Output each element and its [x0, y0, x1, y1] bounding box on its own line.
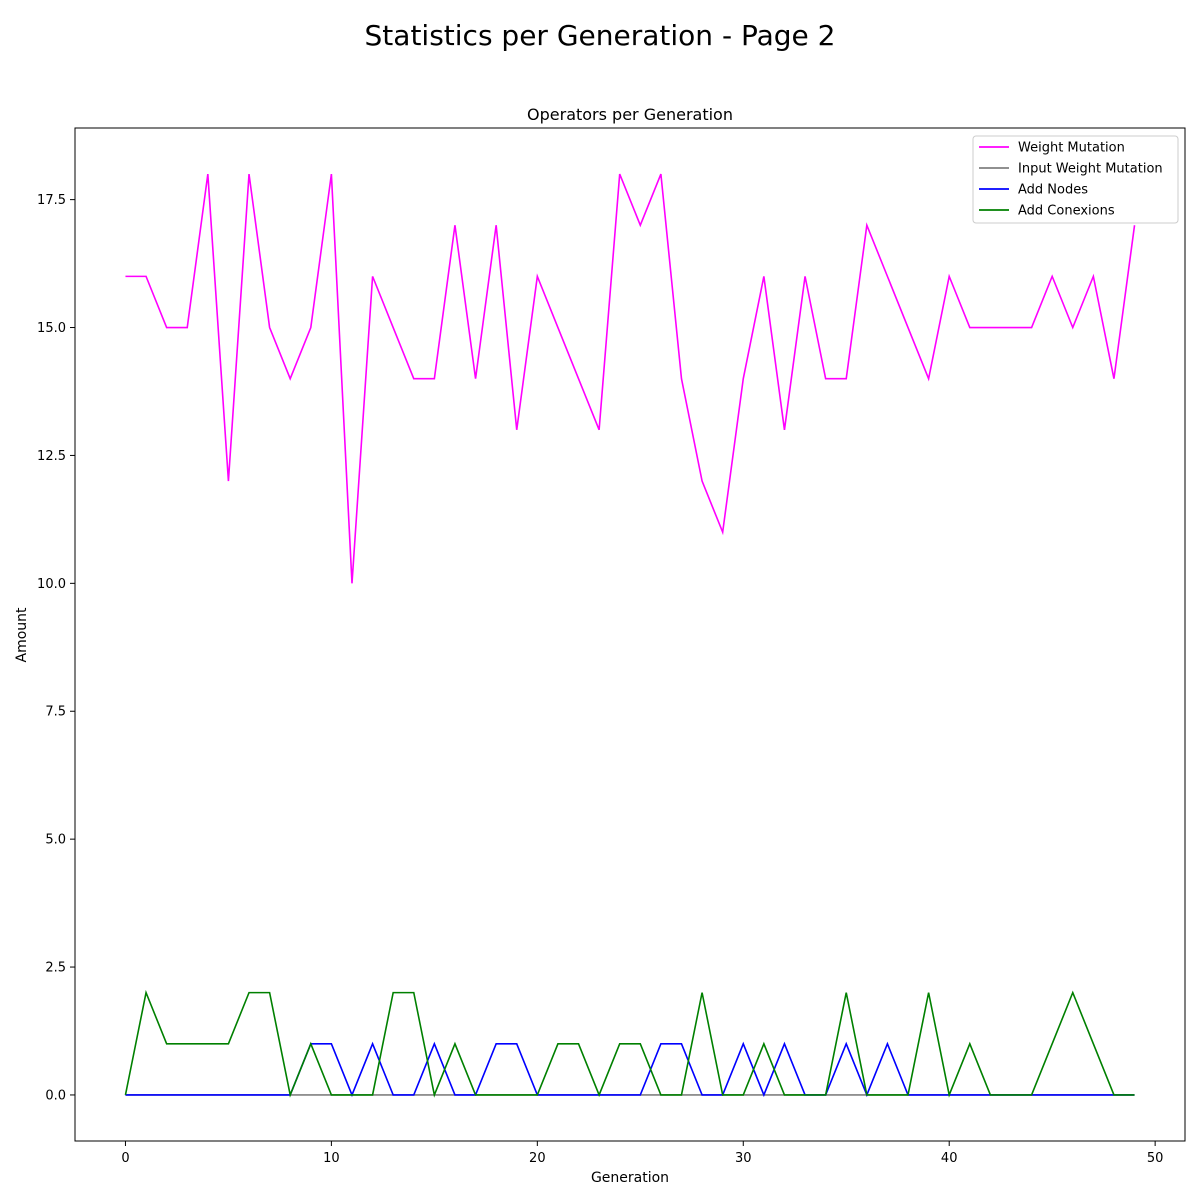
y-tick-label: 2.5 [45, 961, 66, 976]
x-tick-label: 10 [323, 1151, 340, 1166]
y-axis-ticks: 0.0 2.5 5.0 7.5 10.0 12.5 15.0 17.5 [37, 193, 75, 1103]
x-axis-label: Generation [591, 1170, 669, 1186]
y-tick-label: 5.0 [45, 833, 66, 848]
legend-box [972, 135, 1179, 224]
plot-area [75, 128, 1185, 1141]
figure-suptitle: Statistics per Generation - Page 2 [365, 19, 836, 52]
chart-title: Operators per Generation [527, 105, 733, 124]
legend-label-add-nodes: Add Nodes [1018, 183, 1088, 198]
series-line-weight-mutation [125, 173, 1136, 584]
y-tick-label: 17.5 [37, 193, 66, 208]
legend: Weight Mutation Input Weight Mutation Add … [972, 135, 1179, 224]
y-tick-label: 10.0 [37, 577, 66, 592]
x-tick-label: 20 [529, 1151, 546, 1166]
legend-label-weight-mutation: Weight Mutation [1018, 141, 1125, 156]
x-tick-label: 30 [735, 1151, 752, 1166]
y-tick-label: 12.5 [37, 449, 66, 464]
series-layer [124, 173, 1136, 1098]
legend-label-add-conexions: Add Conexions [1018, 204, 1115, 219]
series-line-add-conexions [124, 989, 1135, 1098]
y-axis-label: Amount [14, 607, 30, 663]
x-tick-label: 40 [941, 1151, 958, 1166]
y-tick-label: 7.5 [45, 705, 66, 720]
x-axis-ticks: 0 10 20 30 40 50 [121, 1141, 1163, 1166]
y-tick-label: 15.0 [37, 321, 66, 336]
x-tick-label: 50 [1147, 1151, 1164, 1166]
plot-frame [74, 127, 1186, 1142]
y-tick-label: 0.0 [45, 1088, 66, 1103]
legend-label-input-weight-mutation: Input Weight Mutation [1018, 162, 1163, 177]
x-tick-label: 0 [121, 1151, 129, 1166]
